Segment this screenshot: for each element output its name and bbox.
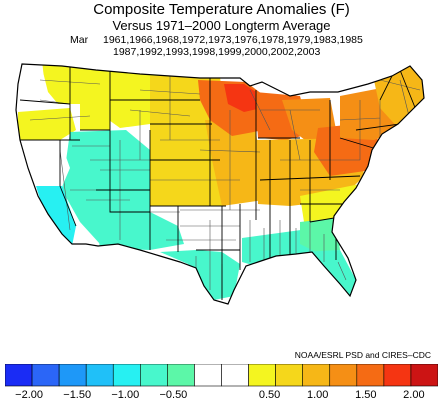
- composite-years-line-2: 1987,1992,1993,1998,1999,2000,2002,2003: [113, 46, 321, 58]
- colorbar-cell: [221, 364, 249, 387]
- colorbar-cell: [85, 364, 114, 387]
- region-central-plains: [150, 160, 226, 206]
- composite-years-line-1: 1961,1966,1968,1972,1973,1976,1978,1979,…: [103, 34, 363, 46]
- region-southwest: [96, 212, 184, 250]
- colorbar-cell: [112, 364, 141, 387]
- colorbar-tick-label: 0.50: [258, 389, 281, 401]
- region-great-basin: [62, 130, 150, 244]
- colorbar-cell: [140, 364, 168, 387]
- data-credit: NOAA/ESRL PSD and CIRES–CDC: [294, 350, 431, 360]
- region-texas: [160, 250, 240, 300]
- region-washington-west: [18, 64, 46, 100]
- colorbar-tick-label: −1.50: [63, 389, 92, 401]
- colorbar-tick-label: −0.50: [159, 389, 188, 401]
- colorbar-cell: [275, 364, 303, 387]
- colorbar-cell: [410, 364, 438, 387]
- colorbar-cell: [248, 364, 276, 387]
- colorbar-tick-label: 1.50: [355, 389, 377, 401]
- colorbar-cell: [329, 364, 358, 387]
- colorbar-tick-label: 1.00: [306, 389, 329, 401]
- colorbar-cell: [383, 364, 412, 387]
- colorbar-cells: [5, 364, 438, 387]
- colorbar-cell: [31, 364, 60, 387]
- region-idaho-north: [80, 100, 110, 130]
- us-climate-division-map: [15, 63, 425, 305]
- region-iowa: [205, 120, 264, 206]
- colorbar-cell: [5, 364, 33, 387]
- colorbar-tick-label: −1.00: [111, 389, 140, 401]
- colorbar-tick-label: −2.00: [15, 389, 44, 401]
- colorbar-cell: [58, 364, 87, 387]
- colorbar-tick-labels: −2.00 −1.50 −1.00 −0.50 0.50 1.00 1.50 2.00: [0, 389, 443, 402]
- colorbar-cell: [167, 364, 195, 387]
- map-subtitle: Versus 1971–2000 Longterm Average: [112, 18, 331, 33]
- region-oregon-north: [18, 108, 76, 140]
- composite-month: Mar: [70, 34, 89, 46]
- colorbar: [5, 364, 438, 387]
- colorbar-tick-label: 2.00: [403, 389, 425, 401]
- region-minnesota-north: [224, 84, 262, 112]
- map-title: Composite Temperature Anomalies (F): [93, 1, 350, 18]
- colorbar-cell: [356, 364, 385, 387]
- colorbar-cell: [194, 364, 222, 387]
- region-california-coast: [18, 140, 70, 196]
- state-borders: [18, 64, 421, 300]
- colorbar-cell: [302, 364, 331, 387]
